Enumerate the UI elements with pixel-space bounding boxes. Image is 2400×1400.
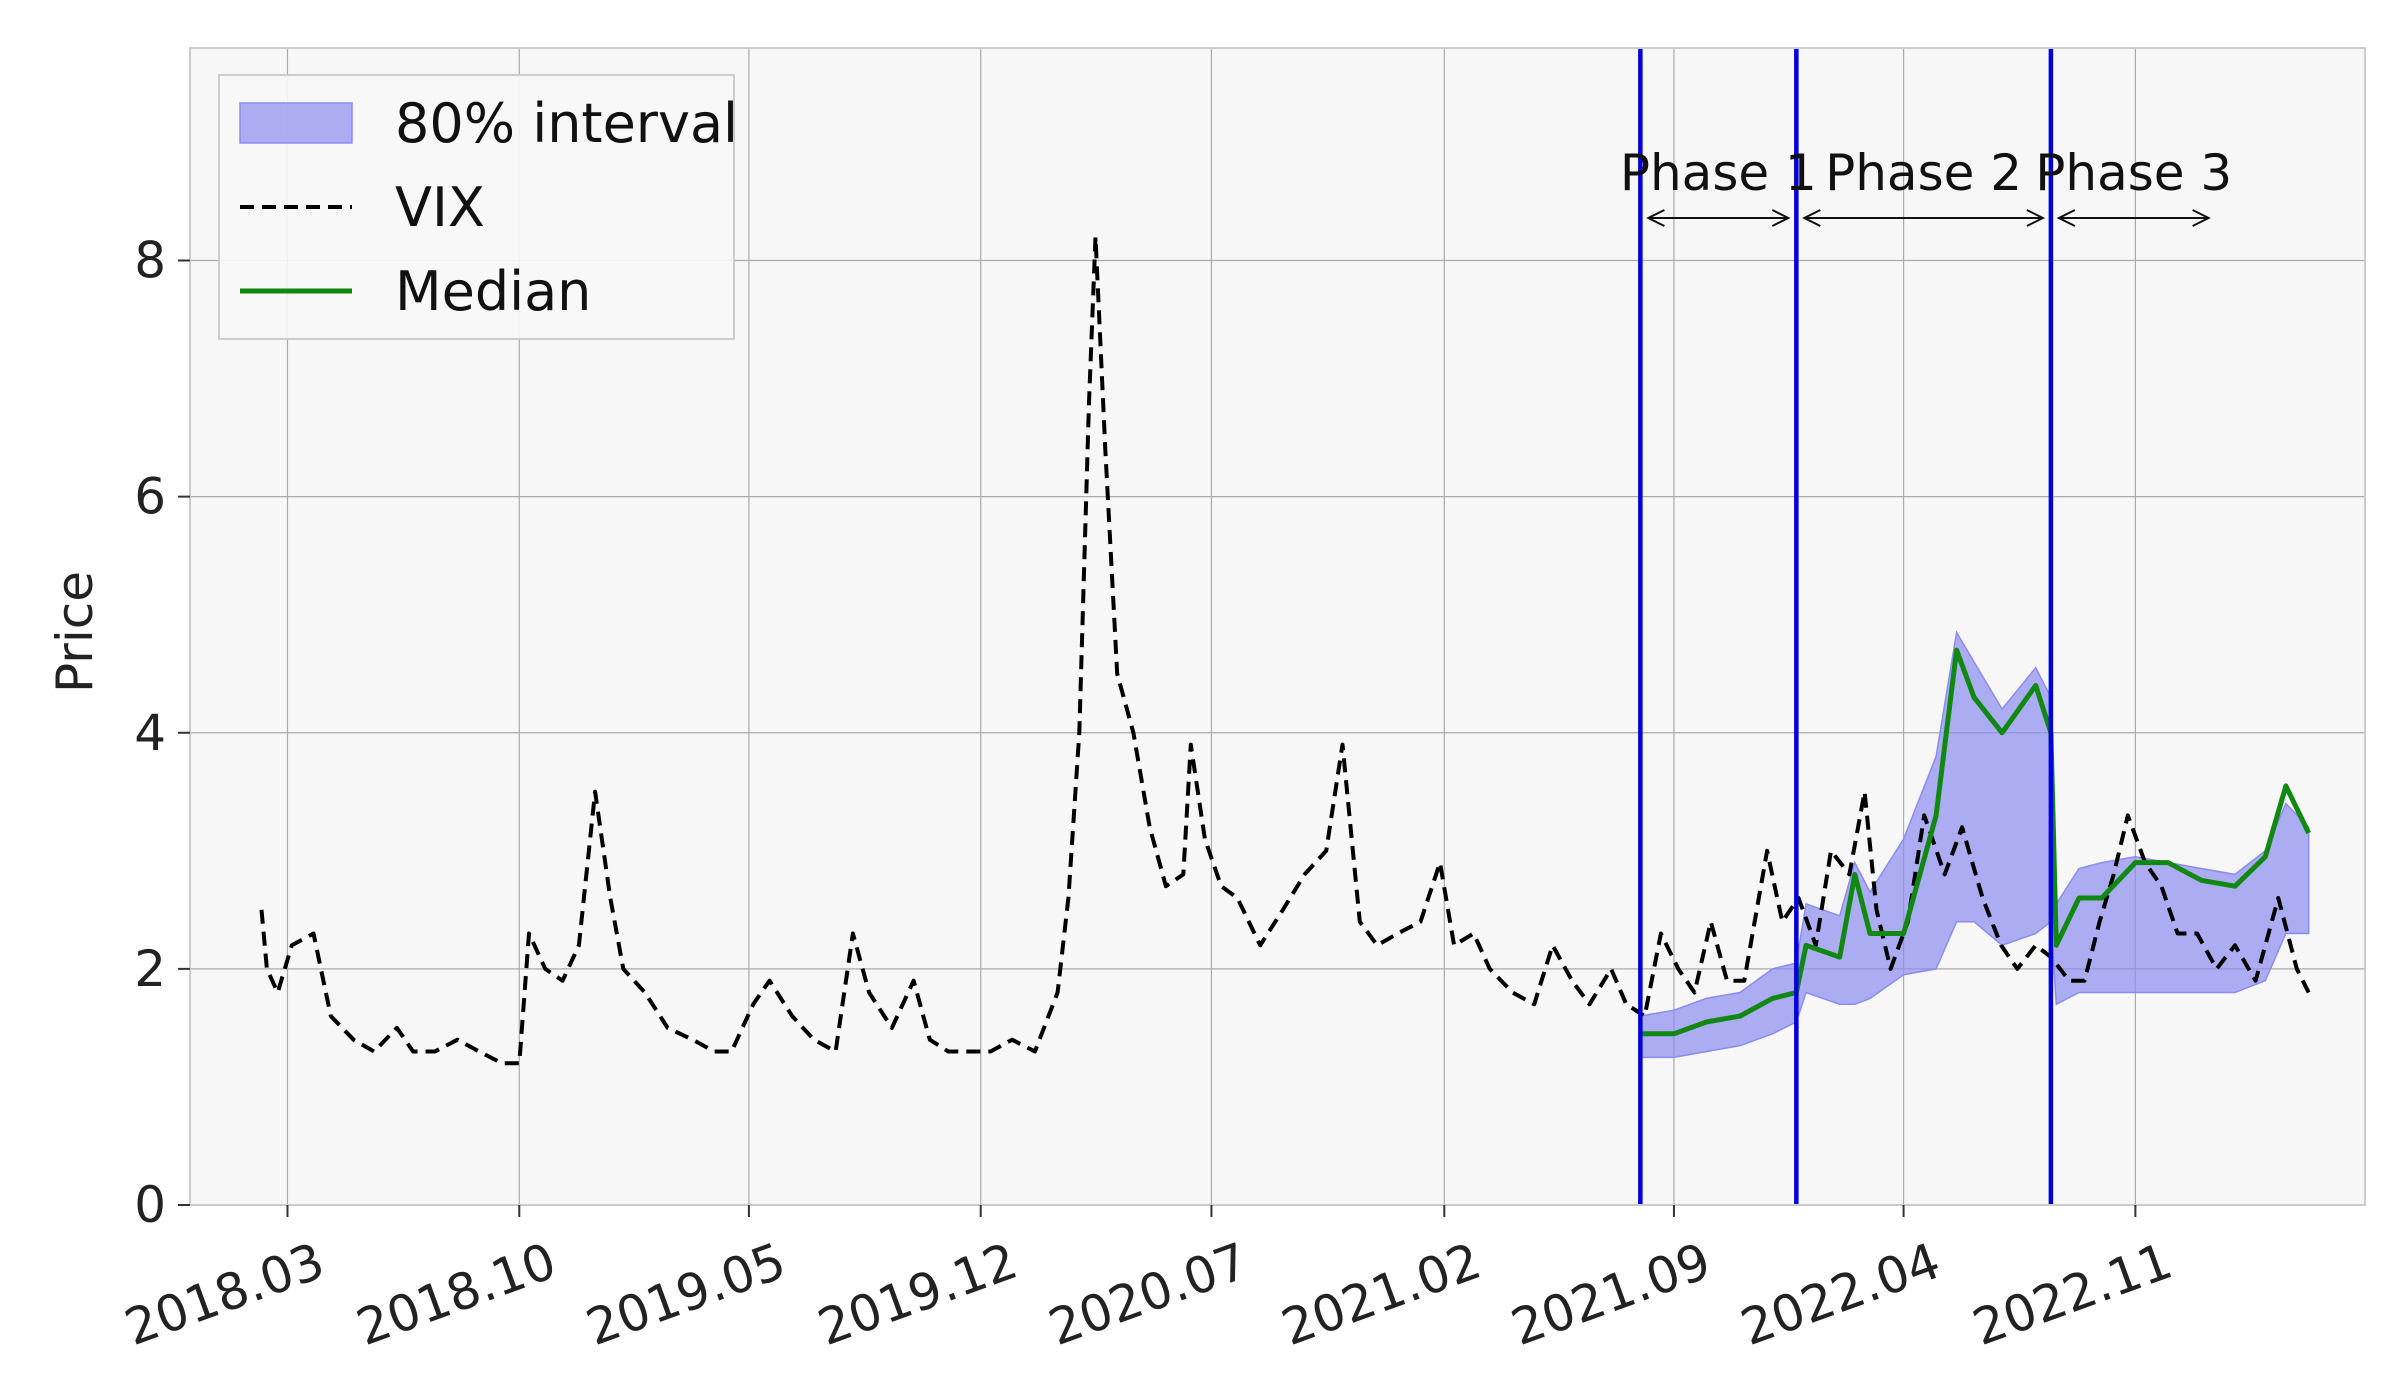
- x-tick-label: 2020.07: [1041, 1232, 1255, 1357]
- phase-arrow-head-right: [2192, 209, 2211, 227]
- series-layer: [259, 234, 2311, 1066]
- plot-frame: [189, 47, 2366, 1206]
- legend: 80% interval VIX Median: [218, 74, 738, 340]
- vix-series-line: [259, 234, 2311, 1066]
- legend-label: VIX: [395, 176, 485, 239]
- phase-label: Phase 3: [2035, 144, 2232, 202]
- y-tick-label: 8: [134, 232, 166, 290]
- interval-band-layer: [1639, 630, 2310, 1059]
- y-axis-title: Price: [46, 571, 104, 693]
- phase-boundary-layer: [1638, 48, 2054, 1205]
- legend-label: Median: [395, 260, 591, 323]
- phase-arrow-head-left: [1802, 209, 1821, 227]
- legend-label: 80% interval: [395, 92, 738, 155]
- phase-arrow-head-left: [2056, 209, 2076, 227]
- x-tick-label: 2021.09: [1504, 1232, 1718, 1357]
- x-tick-label: 2021.02: [1274, 1232, 1488, 1357]
- phase-label: Phase 2: [1825, 144, 2022, 202]
- x-tick-label: 2018.10: [349, 1232, 563, 1357]
- x-tick-label: 2022.04: [1734, 1232, 1948, 1357]
- phase-label: Phase 1: [1620, 144, 1817, 202]
- phase-arrow-head-right: [1771, 209, 1791, 227]
- x-tick-label: 2022.11: [1965, 1232, 2179, 1357]
- x-tick-label: 2019.12: [811, 1232, 1025, 1357]
- y-tick-label: 0: [134, 1176, 166, 1234]
- y-tick-label: 2: [134, 940, 166, 998]
- y-tick-label: 4: [134, 704, 166, 762]
- phase-arrow-head-left: [1646, 209, 1665, 227]
- phase-arrow-head-right: [2026, 209, 2046, 227]
- y-tick-label: 6: [134, 468, 166, 526]
- interval-band: [1639, 630, 2310, 1059]
- phase-annotation-layer: Phase 1 Phase 2 Phase 3: [1620, 144, 2232, 227]
- median-series-line: [1640, 647, 2311, 1037]
- x-tick-label: 2019.05: [579, 1232, 793, 1357]
- legend-swatch-band: [239, 102, 353, 144]
- x-tick-label: 2018.03: [117, 1232, 331, 1357]
